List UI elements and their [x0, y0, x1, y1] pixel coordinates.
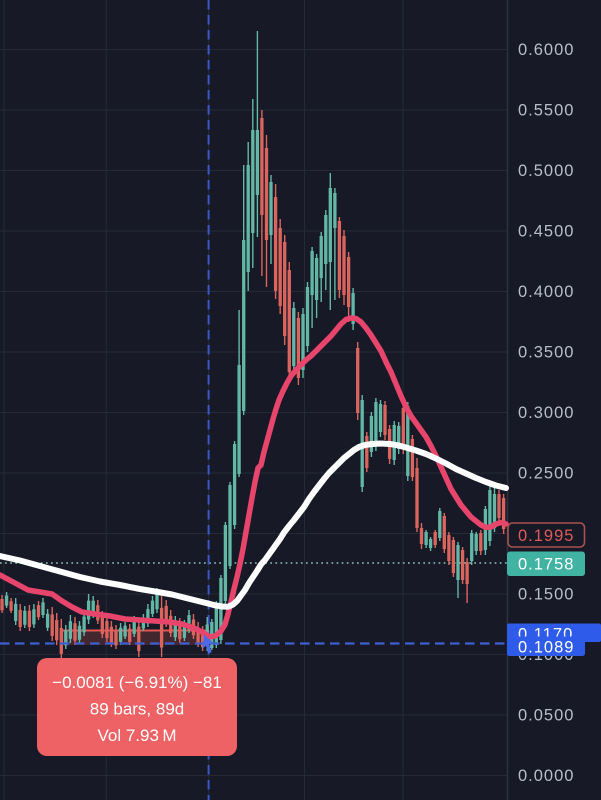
svg-text:−0.0081 (−6.91%) −81: −0.0081 (−6.91%) −81: [52, 673, 222, 692]
svg-text:0.5000: 0.5000: [518, 162, 574, 180]
svg-text:0.3500: 0.3500: [518, 344, 574, 362]
svg-text:0.1089: 0.1089: [518, 639, 574, 657]
svg-text:0.5500: 0.5500: [518, 102, 574, 120]
svg-text:0.1995: 0.1995: [518, 527, 574, 545]
svg-text:0.3000: 0.3000: [518, 404, 574, 422]
svg-text:0.4500: 0.4500: [518, 223, 574, 241]
svg-text:0.2500: 0.2500: [518, 465, 574, 483]
svg-text:0.0500: 0.0500: [518, 707, 574, 725]
svg-text:0.0000: 0.0000: [518, 767, 574, 785]
svg-text:0.6000: 0.6000: [518, 41, 574, 59]
svg-text:0.4000: 0.4000: [518, 283, 574, 301]
svg-text:Vol 7.93 M: Vol 7.93 M: [97, 726, 176, 745]
svg-text:0.1758: 0.1758: [518, 556, 574, 574]
svg-text:89 bars, 89d: 89 bars, 89d: [90, 700, 185, 719]
svg-text:0.1500: 0.1500: [518, 586, 574, 604]
